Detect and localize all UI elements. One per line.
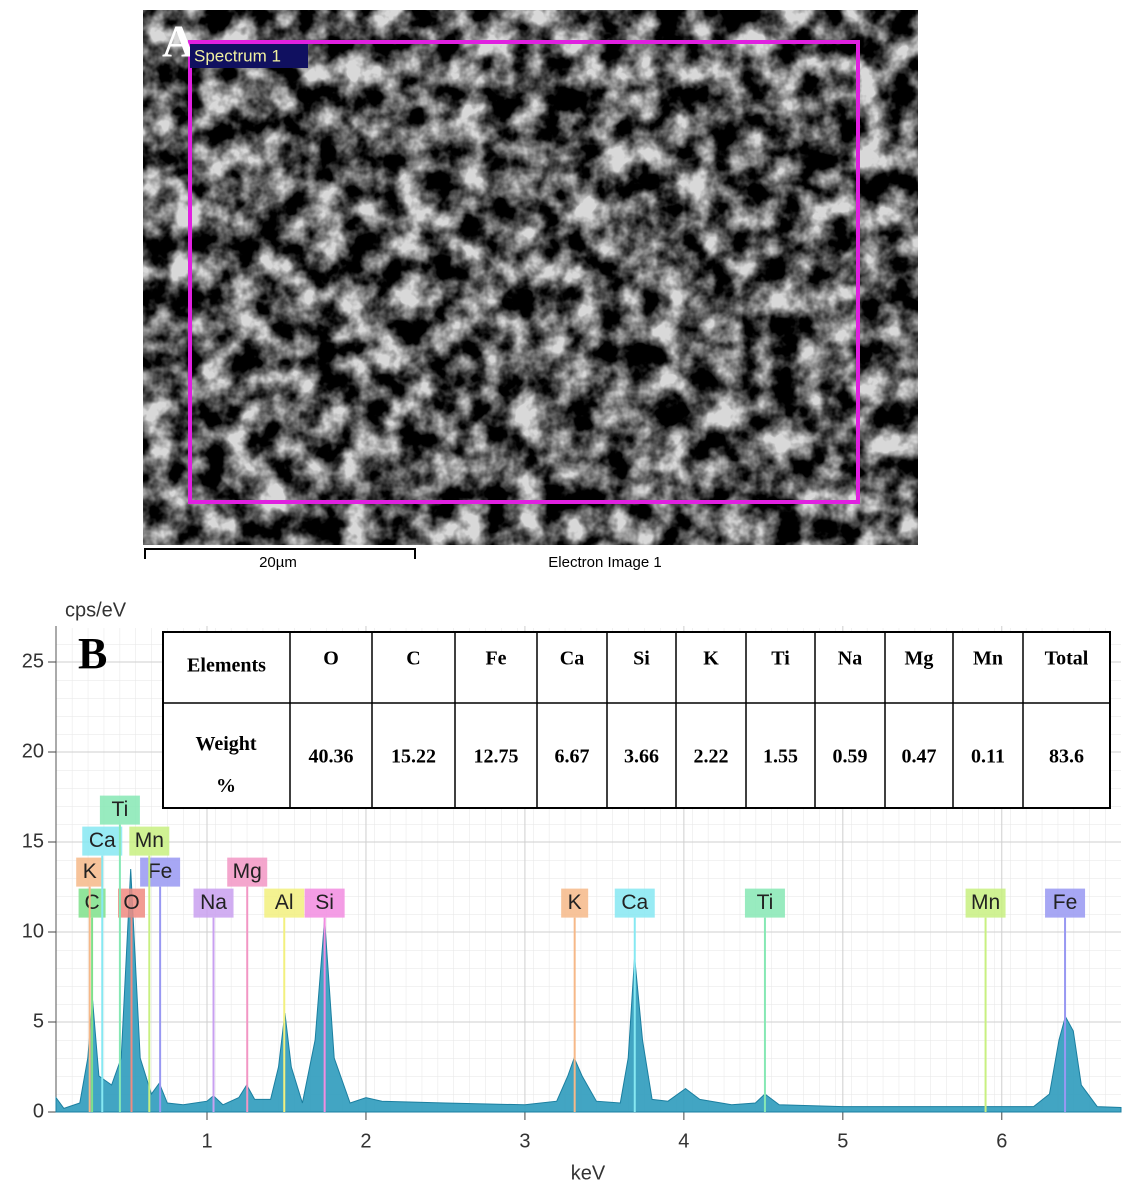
y-tick-label: 10 <box>22 920 44 942</box>
element-label: Ca <box>621 891 648 914</box>
element-label-bg <box>76 857 104 887</box>
element-label-bg <box>264 888 305 918</box>
x-tick-label: 5 <box>837 1130 848 1152</box>
table-header: Si <box>633 648 650 670</box>
table-header: Ca <box>560 648 584 670</box>
element-label: Fe <box>148 860 173 883</box>
element-label: Mn <box>971 891 1000 914</box>
table-header: Mg <box>905 648 934 670</box>
element-label-bg <box>140 857 181 887</box>
y-tick-label: 25 <box>22 650 44 672</box>
table-header: Total <box>1045 648 1089 670</box>
chart-panel-label: B <box>78 629 107 678</box>
plot: 0 5 10 15 20 25 1 2 3 4 5 6 C O Na Si K Ca Ti Mn Fe Fe Mg Al Mn K… <box>22 626 1122 1152</box>
element-label: Mn <box>135 829 164 852</box>
x-axis-label: keV <box>571 1162 606 1184</box>
element-label: O <box>123 891 139 914</box>
table-cell: 1.55 <box>763 746 798 768</box>
element-label: Al <box>275 891 294 914</box>
element-label-bg <box>193 888 234 918</box>
table-header: K <box>703 648 719 670</box>
element-label-bg <box>1045 888 1086 918</box>
y-axis-label: cps/eV <box>65 599 127 621</box>
sem-texture <box>143 10 918 545</box>
table-cell: 83.6 <box>1049 746 1084 768</box>
element-label: Ca <box>89 829 116 852</box>
table-bg <box>162 631 1111 809</box>
element-label-bg <box>118 888 146 918</box>
y-tick-label: 5 <box>33 1010 44 1032</box>
x-tick-label: 2 <box>360 1130 371 1152</box>
element-label-bg <box>744 888 785 918</box>
table-header: Na <box>838 648 862 670</box>
spectrum-region <box>188 40 860 504</box>
table-cell: 12.75 <box>474 746 519 768</box>
scale-bar-label: 20µm <box>259 554 297 571</box>
table-header: Ti <box>771 648 790 670</box>
table-header: O <box>323 648 339 670</box>
element-label: K <box>83 860 97 883</box>
table-cell: 2.22 <box>694 746 729 768</box>
element-label: Na <box>200 891 227 914</box>
table-cell: 0.11 <box>971 746 1005 768</box>
table-header: Fe <box>485 648 506 670</box>
table-row-label: Weight% <box>195 733 256 797</box>
element-label-bg <box>304 888 345 918</box>
table-header: Elements <box>187 655 266 677</box>
scale-bar <box>144 548 416 559</box>
y-tick-label: 0 <box>33 1100 44 1122</box>
x-tick-label: 1 <box>201 1130 212 1152</box>
table-cell: 6.67 <box>555 746 590 768</box>
region-label-bg <box>190 44 308 68</box>
table-cell: 0.47 <box>902 746 937 768</box>
element-label-bg <box>78 888 106 918</box>
element-label-bg <box>614 888 655 918</box>
element-label: Si <box>315 891 334 914</box>
x-tick-label: 6 <box>996 1130 1007 1152</box>
element-label: Fe <box>1053 891 1078 914</box>
x-tick-label: 4 <box>678 1130 689 1152</box>
element-label-bg <box>561 888 589 918</box>
table-cell: 3.66 <box>624 746 659 768</box>
element-label-bg <box>227 857 268 887</box>
element-label: K <box>568 891 582 914</box>
element-label: C <box>84 891 99 914</box>
table-header: Mn <box>973 648 1003 670</box>
table-cell: 15.22 <box>391 746 436 768</box>
table-cell: 40.36 <box>309 746 354 768</box>
region-label: Spectrum 1 <box>194 46 281 65</box>
y-tick-label: 15 <box>22 830 44 852</box>
table-header: C <box>406 648 420 670</box>
element-label: Mg <box>233 860 262 883</box>
element-label: Ti <box>112 798 129 821</box>
panel-label: A <box>162 16 195 67</box>
element-label-bg <box>99 795 140 825</box>
element-label-bg <box>129 826 170 856</box>
spectrum-area <box>55 868 1122 1113</box>
y-tick-label: 20 <box>22 740 44 762</box>
element-label-bg <box>965 888 1006 918</box>
table-cell: 0.59 <box>833 746 868 768</box>
image-caption: Electron Image 1 <box>548 554 661 571</box>
element-label: Ti <box>757 891 774 914</box>
x-tick-label: 3 <box>519 1130 530 1152</box>
element-label-bg <box>82 826 123 856</box>
